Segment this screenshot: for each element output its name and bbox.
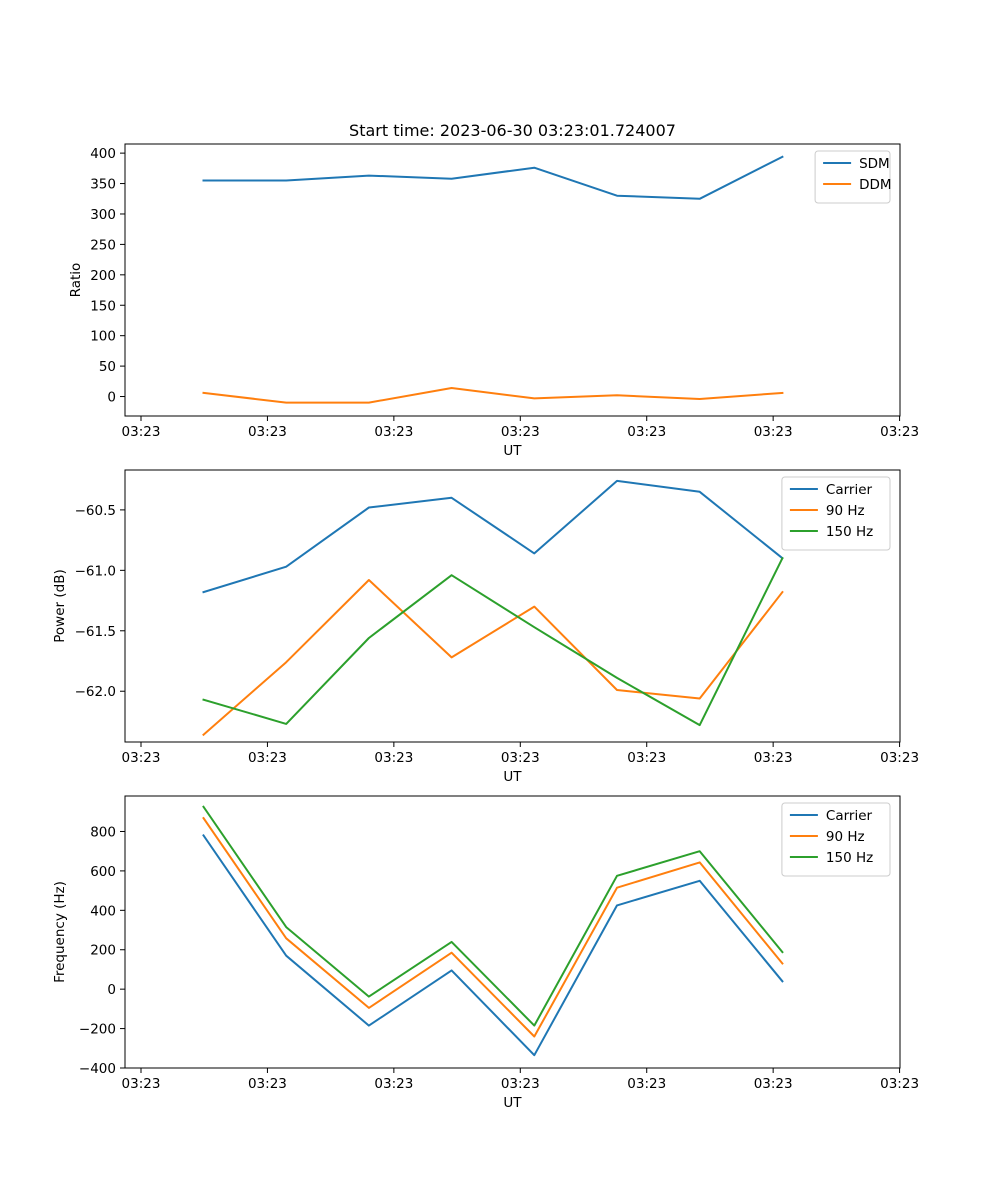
y-axis-label: Frequency (Hz) [52,881,68,983]
x-tick-label: 03:23 [880,750,919,766]
panel-power: 03:2303:2303:2303:2303:2303:2303:2303:24… [52,469,919,785]
y-tick-label: 0 [107,390,116,406]
y-axis-label: Ratio [68,263,84,298]
ratio-series-lines [202,155,784,404]
legend-label: 150 Hz [826,850,873,866]
x-axis-label: UT [503,769,522,785]
legend-label: 90 Hz [826,503,865,519]
legend-label: 150 Hz [826,524,873,540]
y-tick-label: 200 [90,268,116,284]
legend-label: Carrier [826,482,873,498]
x-tick-label: 03:23 [627,1076,666,1092]
y-axis-label: Power (dB) [52,569,68,642]
y-tick-label: 800 [90,824,116,840]
x-tick-label: 03:23 [374,1076,413,1092]
x-axis-label: UT [503,443,522,459]
x-tick-label: 03:23 [248,750,287,766]
panel-ratio: Start time: 2023-06-30 03:23:01.72400703… [68,121,919,459]
x-tick-label: 03:23 [754,1076,793,1092]
power-series-line-carrier [202,479,784,594]
frequency-series-line-150-hz [202,805,784,1027]
power-axes-frame [124,469,901,743]
x-tick-label: 03:23 [880,1076,919,1092]
x-tick-label: 03:23 [627,424,666,440]
y-tick-label: −60.5 [75,503,116,519]
x-tick-label: 03:23 [501,424,540,440]
power-series-lines [202,479,784,737]
frequency-series-lines [202,805,784,1057]
y-tick-label: 600 [90,864,116,880]
x-tick-label: 03:23 [248,1076,287,1092]
y-tick-label: 350 [90,177,116,193]
x-tick-label: 03:23 [754,750,793,766]
y-tick-label: 250 [90,237,116,253]
x-tick-label: 03:23 [122,1076,161,1092]
frequency-series-line-90-hz [202,816,784,1038]
y-tick-label: 300 [90,207,116,223]
chart-title: Start time: 2023-06-30 03:23:01.724007 [349,121,676,140]
power-series-line-150-hz [202,556,784,727]
ratio-legend: SDM DDM [814,150,892,204]
y-tick-label: −61.5 [75,624,116,640]
panels: Start time: 2023-06-30 03:23:01.72400703… [52,121,919,1111]
x-tick-label: 03:23 [501,1076,540,1092]
x-tick-label: 03:23 [374,424,413,440]
legend-label: Carrier [826,808,873,824]
x-axis-label: UT [503,1095,522,1111]
x-tick-label: 03:23 [374,750,413,766]
frequency-legend: Carrier 90 Hz 150 Hz [781,802,891,877]
y-tick-label: −61.0 [75,563,116,579]
y-tick-label: 0 [107,982,116,998]
legend-label: DDM [859,177,891,193]
y-tick-label: −62.0 [75,684,116,700]
x-tick-label: 03:23 [754,424,793,440]
power-series-line-90-hz [202,579,784,737]
legend-label: 90 Hz [826,829,865,845]
y-tick-label: 400 [90,903,116,919]
y-tick-label: −200 [79,1022,116,1038]
x-tick-label: 03:23 [627,750,666,766]
y-tick-label: 150 [90,298,116,314]
y-tick-label: 50 [99,359,116,375]
ratio-series-line-sdm [202,155,784,200]
frequency-series-line-carrier [202,834,784,1057]
y-tick-label: 400 [90,146,116,162]
y-tick-label: −400 [79,1061,116,1077]
x-tick-label: 03:23 [122,424,161,440]
ratio-axes-frame [124,143,901,417]
y-tick-label: 100 [90,329,116,345]
panel-frequency: 03:2303:2303:2303:2303:2303:2303:2303:24… [52,795,919,1111]
legend-label: SDM [859,156,890,172]
x-tick-label: 03:23 [880,424,919,440]
x-tick-label: 03:23 [248,424,287,440]
y-tick-label: 200 [90,943,116,959]
x-tick-label: 03:23 [122,750,161,766]
ratio-series-line-ddm [202,387,784,404]
power-legend: Carrier 90 Hz 150 Hz [781,476,891,551]
frequency-axes-frame [124,795,901,1069]
x-tick-label: 03:23 [501,750,540,766]
